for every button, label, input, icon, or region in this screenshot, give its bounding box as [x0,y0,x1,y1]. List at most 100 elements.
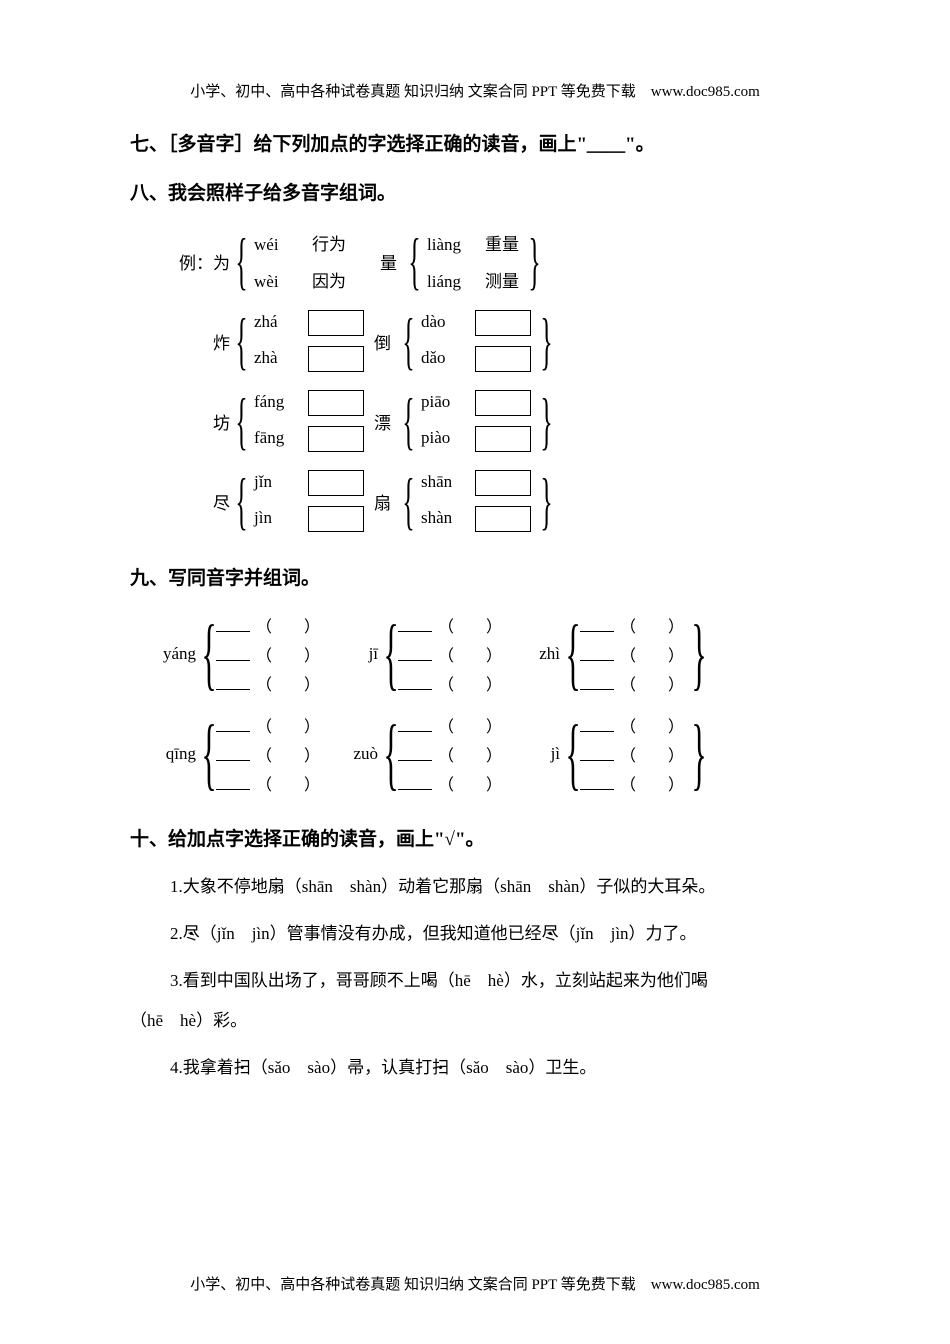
answer-box[interactable] [475,506,531,532]
pinyin-label: jì [514,744,560,764]
text: 4.我拿着 [170,1058,234,1077]
brace-icon: { [201,606,208,702]
s9-row-0: yáng { （ ） （ ） （ ） jī { （ ） （ ） （ ） zhì … [150,606,820,702]
dotted-char: 扇 [268,877,285,896]
blank-item[interactable]: （ ） [580,671,684,695]
dotted-char: 扫 [432,1058,449,1077]
mid-char: 扇 [374,489,391,514]
blank-item[interactable]: （ ） [398,642,502,666]
col: （ ） （ ） （ ） [398,713,502,795]
row-label: 坊 [160,409,230,434]
pinyin-label: zhì [514,644,560,664]
dotted-char: 扫 [234,1058,251,1077]
brace-icon: { [565,706,572,802]
page: 小学、初中、高中各种试卷真题 知识归纳 文案合同 PPT 等免费下载 www.d… [0,0,950,1135]
dotted-char: 喝 [421,971,438,990]
text: （shān shàn）动着它那 [285,877,466,896]
col: shān shàn [415,470,535,532]
col: （ ） （ ） （ ） [580,713,684,795]
answer-box[interactable] [308,346,364,372]
pinyin: dǎo [421,348,465,368]
dotted-char: 尽 [542,924,559,943]
brace-icon: { [565,606,572,702]
col: dào dǎo [415,310,535,372]
col: （ ） （ ） （ ） [216,613,320,695]
s8-ex-mid: 量 [380,249,397,274]
brace-close-icon: } [540,461,547,541]
brace-icon: { [235,461,242,541]
text: 2. [170,924,183,943]
row-label: 尽 [160,489,230,514]
blank-item[interactable]: （ ） [398,671,502,695]
answer-box[interactable] [475,390,531,416]
pinyin: piào [421,428,465,448]
pinyin: shàn [421,508,465,528]
q10-3: 3.看到中国队出场了，哥哥顾不上喝（hē hè）水，立刻站起来为他们喝（hē h… [130,961,820,1043]
text: （shān shàn）子似的大耳朵。 [483,877,715,896]
blank-item[interactable]: （ ） [580,771,684,795]
page-footer: 小学、初中、高中各种试卷真题 知识归纳 文案合同 PPT 等免费下载 www.d… [0,1273,950,1294]
blank-item[interactable]: （ ） [580,713,684,737]
s8-ex-col2: liàng重量 liáng测量 [421,230,523,292]
answer-box[interactable] [308,506,364,532]
brace-icon: { [408,221,415,301]
brace-icon: { [383,606,390,702]
text: （hē hè）水，立刻站起来为他们 [438,971,691,990]
col: zhá zhà [248,310,368,372]
section-10-title: 十、给加点字选择正确的读音，画上"√"。 [130,824,820,851]
blank-item[interactable]: （ ） [398,771,502,795]
dotted-char: 喝 [691,971,708,990]
blank-item[interactable]: （ ） [580,742,684,766]
pinyin-label: yáng [150,644,196,664]
blank-item[interactable]: （ ） [216,771,320,795]
section-10-body: 1.大象不停地扇（shān shàn）动着它那扇（shān shàn）子似的大耳… [170,867,820,1089]
blank-item[interactable]: （ ） [398,713,502,737]
pinyin: wéi [254,235,302,255]
answer-box[interactable] [308,310,364,336]
pinyin: fáng [254,392,298,412]
answer-box[interactable] [475,426,531,452]
pinyin: zhá [254,312,298,332]
pinyin: shān [421,472,465,492]
answer-box[interactable] [308,426,364,452]
pinyin-label: qīng [150,744,196,764]
col: （ ） （ ） （ ） [216,713,320,795]
s8-row-0: 炸 { zhá zhà 倒 { dào dǎo } [160,301,820,381]
blank-item[interactable]: （ ） [216,671,320,695]
brace-close-icon: } [691,606,698,702]
answer-box[interactable] [308,390,364,416]
blank-item[interactable]: （ ） [580,642,684,666]
text: 1.大象不停地 [170,877,268,896]
blank-item[interactable]: （ ） [580,613,684,637]
brace-icon: { [402,301,409,381]
blank-item[interactable]: （ ） [216,613,320,637]
answer-box[interactable] [475,310,531,336]
brace-close-icon: } [540,301,547,381]
text: （jǐn jìn）力了。 [559,924,697,943]
pinyin: wèi [254,272,302,292]
brace-icon: { [235,301,242,381]
brace-close-icon: } [691,706,698,802]
text: （sǎo sào）卫生。 [449,1058,596,1077]
answer-box[interactable] [475,470,531,496]
brace-icon: { [402,381,409,461]
blank-item[interactable]: （ ） [216,642,320,666]
q10-2: 2.尽（jǐn jìn）管事情没有办成，但我知道他已经尽（jǐn jìn）力了。 [170,914,820,955]
mid-char: 漂 [374,409,391,434]
pinyin: jǐn [254,472,298,492]
text: 3.看到中国队出场了，哥哥顾不上 [170,971,421,990]
blank-item[interactable]: （ ） [216,742,320,766]
section-9-body: yáng { （ ） （ ） （ ） jī { （ ） （ ） （ ） zhì … [150,606,820,802]
word: 行为 [312,230,346,255]
answer-box[interactable] [308,470,364,496]
blank-item[interactable]: （ ） [216,713,320,737]
dotted-char: 尽 [183,924,200,943]
mid-char: 倒 [374,329,391,354]
col: （ ） （ ） （ ） [398,613,502,695]
pinyin: piāo [421,392,465,412]
s9-row-1: qīng { （ ） （ ） （ ） zuò { （ ） （ ） （ ） jì … [150,706,820,802]
answer-box[interactable] [475,346,531,372]
blank-item[interactable]: （ ） [398,613,502,637]
blank-item[interactable]: （ ） [398,742,502,766]
s8-example-row: 例：为 { wéi行为 wèi因为 量 { liàng重量 liáng测量 } [160,221,820,301]
